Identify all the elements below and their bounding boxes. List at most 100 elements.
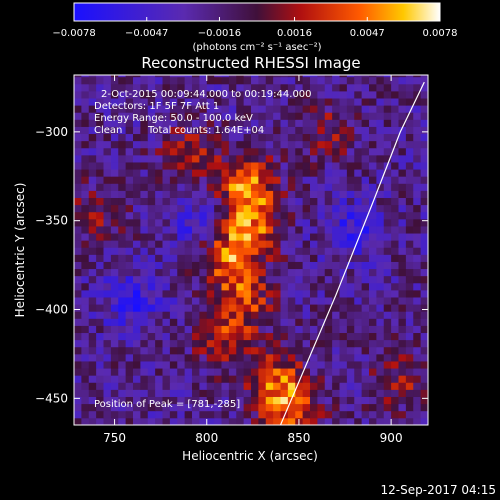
heatmap-cell (280, 375, 289, 383)
heatmap-cell (346, 105, 355, 113)
heatmap-cell (133, 76, 141, 85)
heatmap-cell (103, 204, 112, 213)
heatmap-cell (405, 382, 414, 390)
heatmap-cell (391, 169, 399, 177)
heatmap-cell (206, 119, 215, 127)
heatmap-cell (376, 204, 385, 213)
heatmap-cell (199, 339, 208, 348)
heatmap-cell (332, 204, 340, 213)
heatmap-cell (287, 325, 296, 334)
heatmap-cell (184, 133, 193, 142)
heatmap-cell (125, 147, 134, 156)
heatmap-cell (280, 325, 289, 334)
heatmap-cell (391, 162, 399, 170)
heatmap-cell (287, 332, 296, 341)
heatmap-cell (265, 169, 274, 177)
heatmap-cell (228, 368, 237, 376)
heatmap-cell (243, 98, 252, 106)
heatmap-cell (251, 233, 259, 241)
heatmap-cell (96, 240, 104, 248)
heatmap-cell (310, 403, 318, 412)
heatmap-cell (74, 233, 82, 241)
heatmap-cell (140, 183, 149, 191)
heatmap-cell (317, 396, 326, 405)
heatmap-cell (103, 361, 112, 369)
heatmap-cell (177, 75, 186, 78)
heatmap-cell (354, 332, 363, 341)
heatmap-cell (96, 375, 104, 383)
heatmap-cell (81, 254, 90, 262)
heatmap-cell (177, 76, 186, 85)
heatmap-cell (310, 105, 318, 113)
heatmap-cell (236, 311, 245, 319)
heatmap-cell (206, 275, 215, 284)
heatmap-cell (96, 332, 104, 341)
heatmap-cell (199, 233, 208, 241)
heatmap-cell (280, 76, 289, 85)
heatmap-cell (310, 282, 318, 291)
heatmap-cell (81, 403, 90, 412)
heatmap-cell (376, 368, 385, 376)
heatmap-cell (133, 233, 141, 241)
heatmap-cell (162, 233, 171, 241)
heatmap-cell (192, 368, 200, 376)
heatmap-cell (405, 197, 414, 206)
heatmap-cell (361, 304, 370, 312)
heatmap-cell (376, 339, 385, 348)
heatmap-cell (265, 304, 274, 312)
heatmap-cell (413, 133, 422, 142)
heatmap-cell (169, 304, 178, 312)
heatmap-cell (140, 346, 149, 355)
heatmap-cell (258, 240, 267, 248)
heatmap-cell (110, 90, 119, 99)
heatmap-cell (265, 176, 274, 184)
heatmap-cell (184, 261, 193, 270)
heatmap-cell (140, 396, 149, 405)
heatmap-cell (110, 154, 119, 163)
heatmap-cell (287, 126, 296, 135)
heatmap-cell (169, 75, 178, 78)
heatmap-cell (324, 76, 333, 85)
heatmap-cell (243, 304, 252, 312)
heatmap-cell (369, 375, 377, 383)
heatmap-cell (391, 154, 399, 163)
heatmap-cell (177, 332, 186, 341)
heatmap-cell (287, 375, 296, 383)
heatmap-cell (184, 297, 193, 305)
heatmap-cell (199, 218, 208, 227)
heatmap-cell (221, 368, 230, 376)
heatmap-cell (192, 119, 200, 127)
heatmap-cell (184, 218, 193, 227)
heatmap-cell (243, 76, 252, 85)
heatmap-cell (118, 154, 127, 163)
heatmap-cell (346, 297, 355, 305)
heatmap-cell (420, 169, 428, 177)
heatmap-cell (169, 282, 178, 291)
heatmap-cell (192, 133, 200, 142)
heatmap-cell (273, 197, 281, 206)
heatmap-cell (214, 339, 222, 348)
heatmap-cell (147, 197, 156, 206)
heatmap-cell (96, 346, 104, 355)
heatmap-cell (332, 275, 340, 284)
heatmap-cell (243, 90, 252, 99)
heatmap-cell (236, 304, 245, 312)
heatmap-cell (251, 318, 259, 326)
heatmap-cell (221, 83, 230, 92)
heatmap-cell (221, 190, 230, 198)
heatmap-cell (302, 133, 311, 142)
heatmap-cell (354, 311, 363, 319)
heatmap-cell (81, 226, 90, 234)
heatmap-cell (287, 98, 296, 106)
heatmap-cell (265, 325, 274, 334)
heatmap-cell (125, 98, 134, 106)
heatmap-cell (81, 247, 90, 255)
heatmap-cell (206, 332, 215, 341)
heatmap-cell (236, 105, 245, 113)
heatmap-cell (81, 112, 90, 120)
colorbar-tick-label: 0.0078 (423, 28, 458, 39)
heatmap-cell (420, 282, 428, 291)
heatmap-cell (265, 147, 274, 156)
heatmap-cell (184, 247, 193, 255)
heatmap-cell (265, 318, 274, 326)
